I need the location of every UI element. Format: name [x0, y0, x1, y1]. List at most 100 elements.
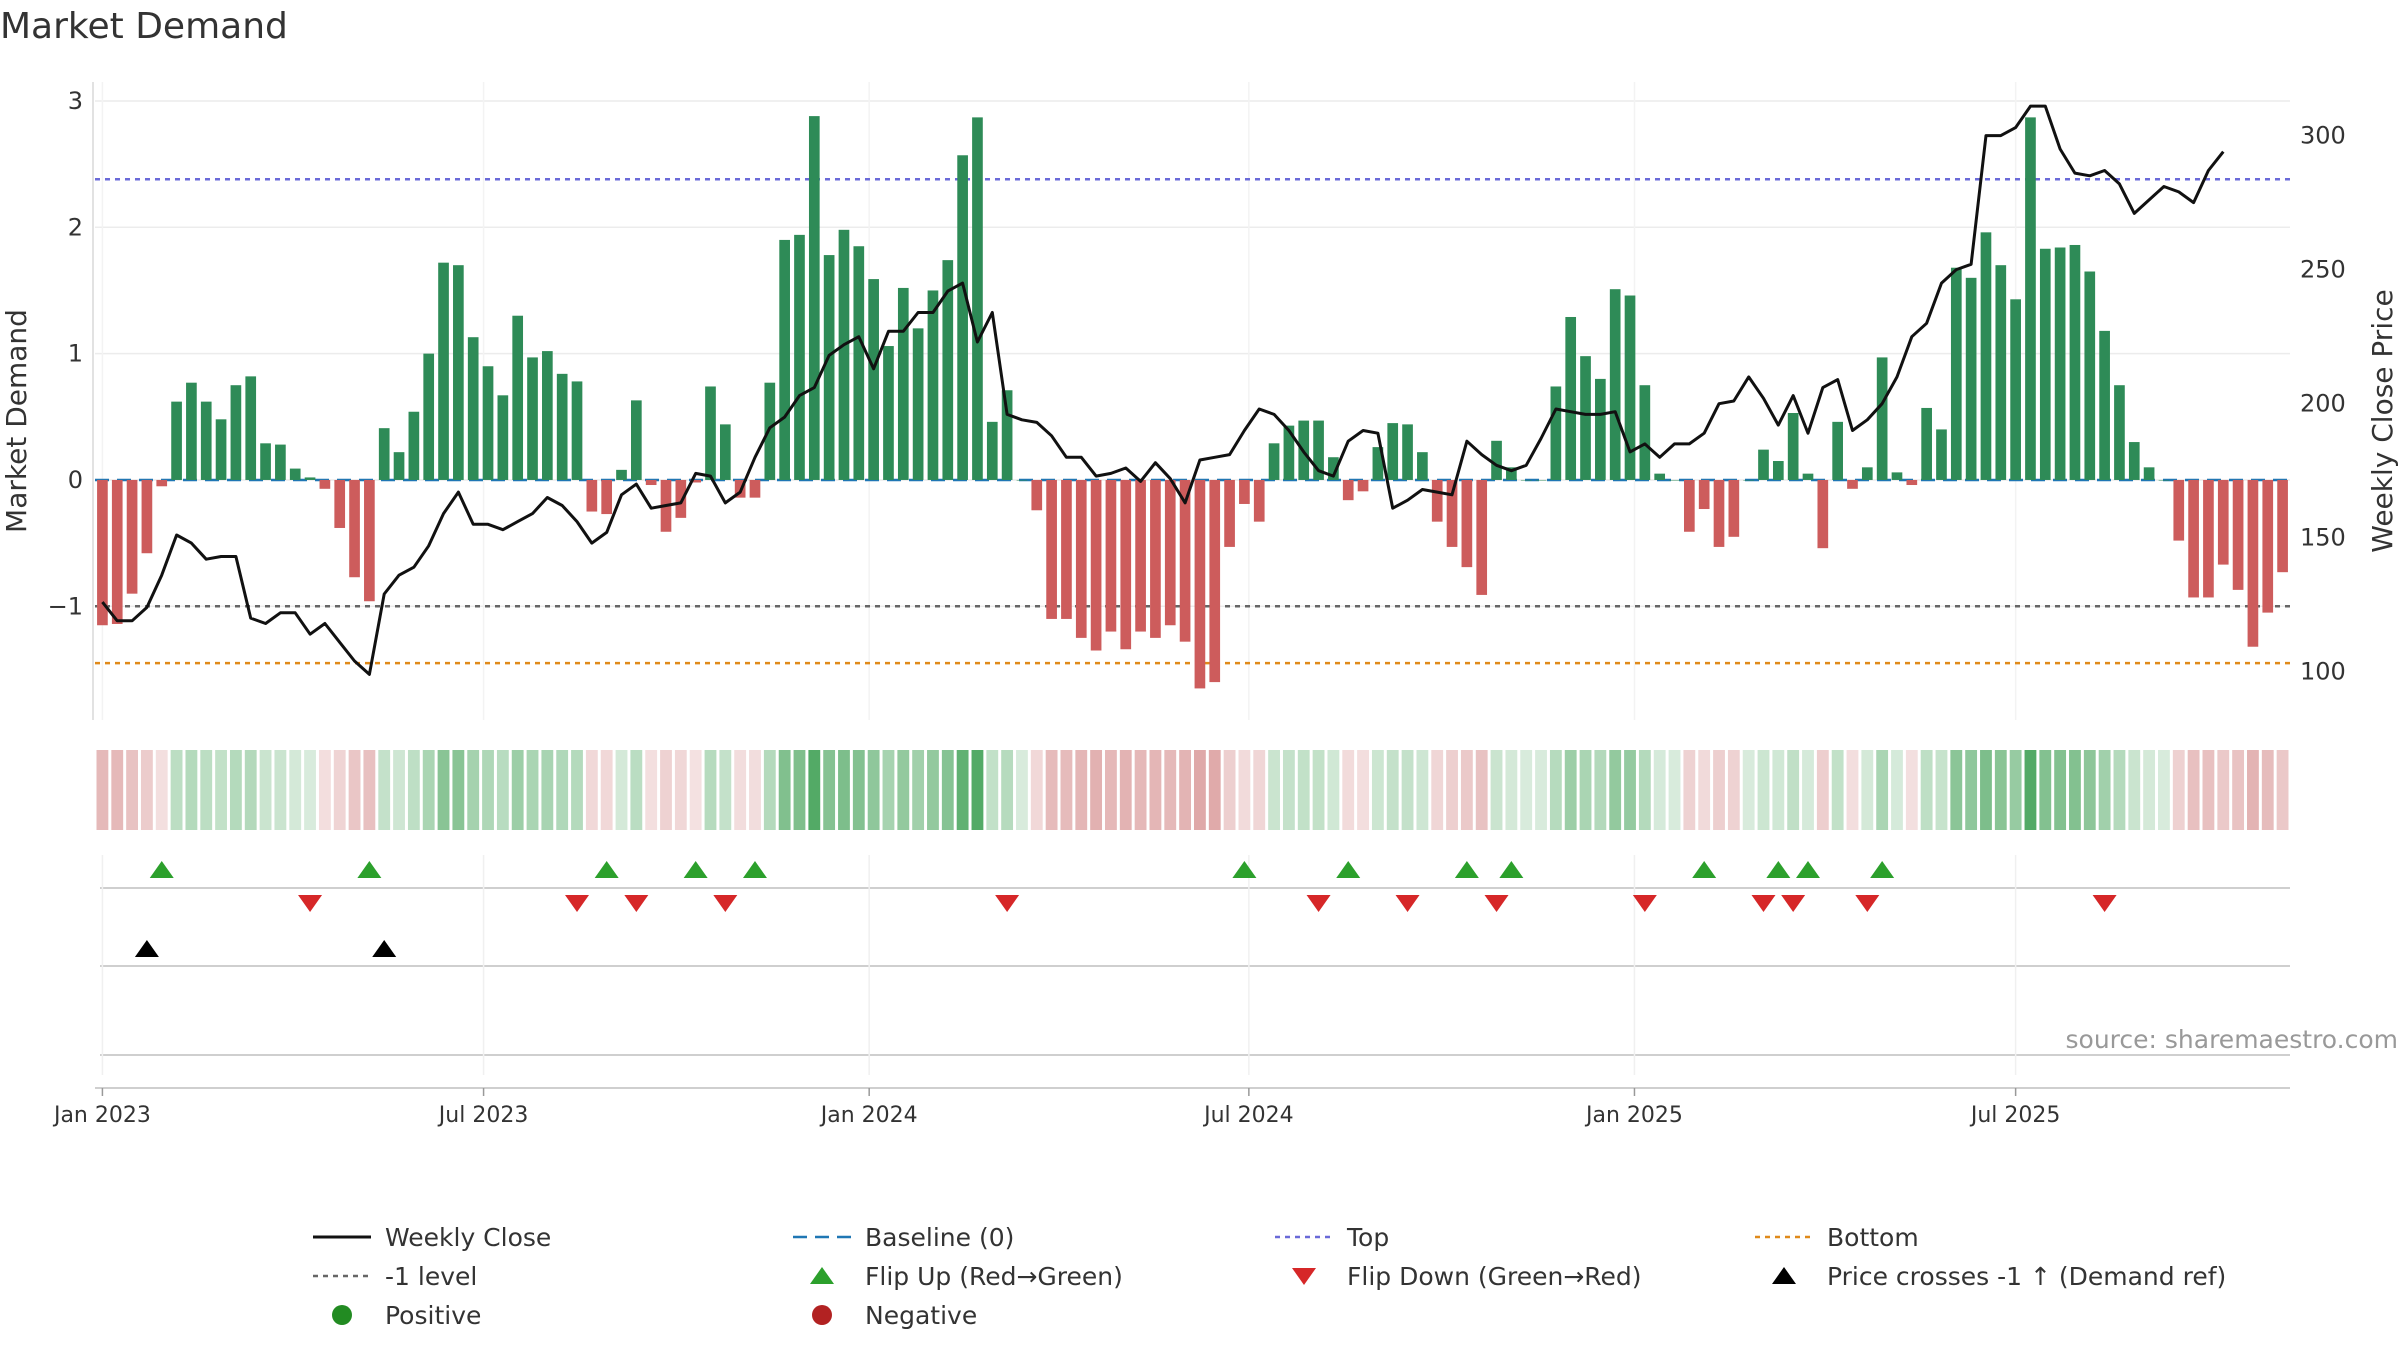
flip-down-marker — [1484, 895, 1509, 912]
demand-bar-positive — [1891, 472, 1903, 480]
flip-up-marker — [1795, 861, 1820, 878]
demand-bar-positive — [2114, 385, 2125, 480]
demand-bar-positive — [1787, 413, 1799, 480]
strip-cell — [689, 750, 702, 830]
flip-down-marker — [298, 895, 323, 912]
chart-title: Market Demand — [0, 6, 288, 47]
strip-cell — [912, 750, 925, 830]
strip-cell — [867, 750, 880, 830]
demand-bar-negative — [1446, 479, 1458, 547]
demand-bar-negative — [1046, 479, 1057, 619]
demand-bar-positive — [1283, 425, 1295, 480]
demand-bar-positive — [897, 287, 909, 480]
strip-cell — [1965, 750, 1978, 830]
strip-cell — [1816, 750, 1829, 830]
demand-bar-positive — [171, 401, 182, 480]
y-tick-label: −1 — [48, 592, 83, 620]
demand-bar-positive — [630, 400, 642, 480]
strip-cell — [1935, 750, 1948, 830]
demand-bar-positive — [2099, 330, 2110, 480]
flip-down-marker — [713, 895, 738, 912]
demand-bar-positive — [1565, 316, 1577, 480]
demand-bar-positive — [1772, 461, 1784, 480]
strip-cell — [556, 750, 569, 830]
strip-cell — [1713, 750, 1725, 830]
demand-bar-negative — [645, 479, 657, 486]
strip-cell — [274, 750, 287, 830]
demand-bar-positive — [1001, 390, 1013, 480]
strip-cell — [2098, 750, 2111, 830]
demand-bar-positive — [823, 255, 835, 480]
strip-cell — [971, 750, 984, 830]
strip-cell — [1742, 750, 1755, 830]
demand-bar-positive — [1980, 232, 1992, 480]
strip-cell — [1401, 750, 1414, 830]
demand-bar-negative — [1713, 479, 1725, 547]
flip-down-marker — [1751, 895, 1776, 912]
demand-bar-negative — [2217, 479, 2229, 565]
strip-cell — [1149, 750, 1162, 830]
demand-bar-negative — [1224, 479, 1235, 547]
flip-down-marker — [2092, 895, 2117, 912]
flip-down-marker — [624, 895, 649, 912]
strip-cell — [452, 750, 465, 830]
strip-cell — [140, 750, 153, 830]
demand-bar-negative — [1075, 479, 1087, 638]
demand-bar-positive — [972, 117, 983, 480]
demand-bar-negative — [2262, 479, 2274, 613]
strip-cell — [1920, 750, 1933, 830]
demand-bar-positive — [1595, 378, 1606, 480]
strip-cell — [1357, 750, 1369, 830]
demand-bar-positive — [2039, 248, 2051, 480]
strip-cell — [763, 750, 776, 830]
demand-bar-negative — [1342, 479, 1354, 501]
strip-cell — [2039, 750, 2052, 830]
demand-bar-positive — [1580, 356, 1591, 480]
strip-cell — [882, 750, 895, 830]
strip-cell — [2009, 750, 2022, 830]
flip-up-marker — [1499, 861, 1524, 878]
demand-bar-negative — [1031, 479, 1043, 511]
strip-cell — [1253, 750, 1266, 830]
strip-cell — [1223, 750, 1236, 830]
demand-bar-positive — [408, 411, 420, 480]
demand-bar-negative — [2203, 479, 2214, 598]
demand-bar-negative — [586, 479, 598, 512]
strip-cell — [1119, 750, 1132, 830]
y2-tick-label: 300 — [2300, 122, 2346, 150]
demand-bar-positive — [1506, 467, 1517, 480]
demand-bar-positive — [1995, 265, 2007, 480]
strip-cell — [1490, 750, 1503, 830]
demand-bar-positive — [1758, 449, 1769, 480]
demand-bar-positive — [838, 229, 850, 480]
flip-up-marker — [1870, 861, 1895, 878]
flip-up-marker — [149, 861, 174, 878]
demand-bar-negative — [690, 479, 701, 483]
strip-cell — [259, 750, 272, 830]
strip-cell — [2232, 750, 2245, 830]
demand-bar-positive — [1965, 277, 1977, 480]
strip-cell — [823, 750, 836, 830]
demand-bar-negative — [97, 479, 108, 626]
strip-cell — [422, 750, 435, 830]
demand-bar-negative — [1179, 479, 1191, 642]
demand-bar-positive — [423, 353, 435, 480]
strip-cell — [793, 750, 806, 830]
demand-bar-positive — [289, 468, 301, 480]
strip-cell — [1727, 750, 1740, 830]
demand-bar-negative — [2247, 479, 2259, 647]
flip-down-marker — [1395, 895, 1420, 912]
strip-cell — [1698, 750, 1711, 830]
strip-cell — [2187, 750, 2200, 830]
strip-cell — [215, 750, 227, 830]
strip-cell — [1297, 750, 1310, 830]
legend-label: Flip Up (Red→Green) — [865, 1262, 1123, 1291]
legend-label: Price crosses -1 ↑ (Demand ref) — [1827, 1262, 2226, 1291]
strip-cell — [526, 750, 539, 830]
strip-cell — [1668, 750, 1681, 830]
demand-bar-positive — [2069, 244, 2081, 480]
legend-marker-positive — [332, 1305, 352, 1325]
demand-bar-negative — [1476, 479, 1488, 595]
demand-bar-positive — [1950, 267, 1962, 480]
